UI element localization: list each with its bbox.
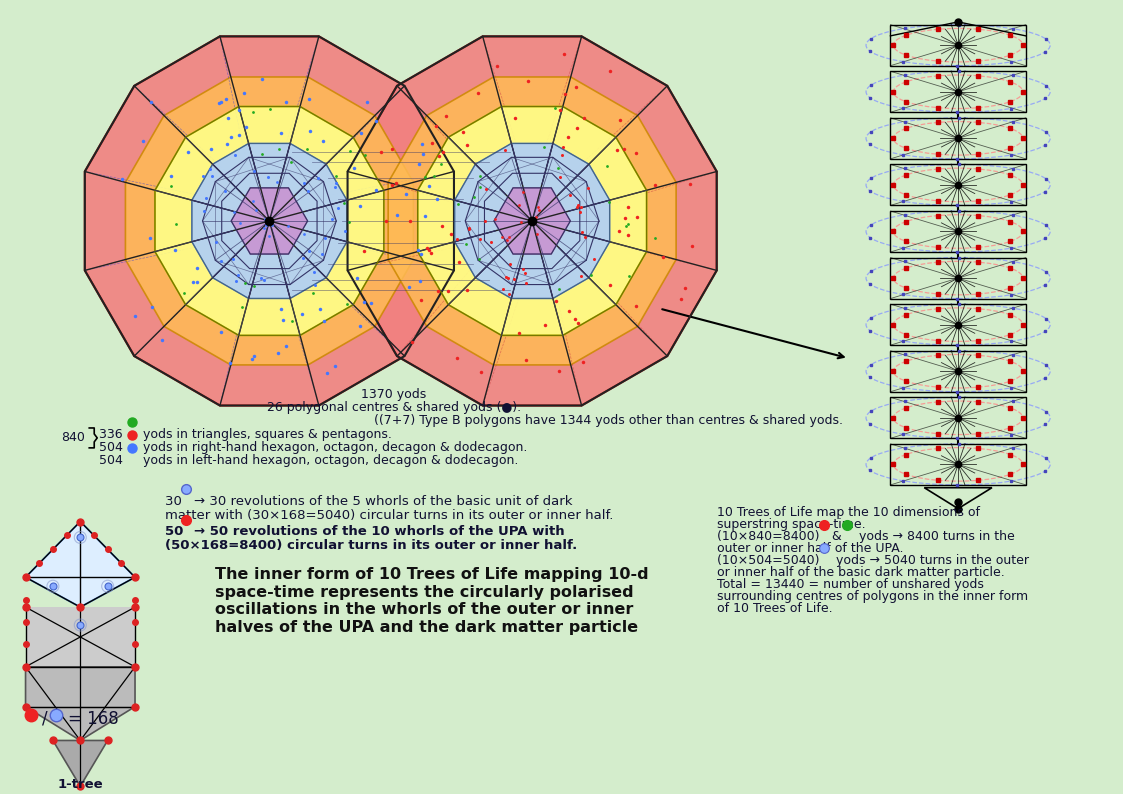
Text: yods → 8400 turns in the: yods → 8400 turns in the: [855, 530, 1014, 543]
Text: 504: 504: [99, 441, 127, 454]
Polygon shape: [155, 106, 384, 335]
Text: ((7+7) Type B polygons have 1344 yods other than centres & shared yods.: ((7+7) Type B polygons have 1344 yods ot…: [374, 414, 843, 427]
Text: = 168: = 168: [69, 710, 119, 727]
Text: superstring space-time.: superstring space-time.: [718, 518, 866, 530]
Polygon shape: [53, 741, 108, 786]
Text: 26 polygonal centres & shared yods (●).: 26 polygonal centres & shared yods (●).: [267, 401, 521, 414]
Text: 50: 50: [165, 526, 188, 538]
Polygon shape: [347, 37, 716, 406]
Text: 840: 840: [62, 431, 85, 445]
Text: The inner form of 10 Trees of Life mapping 10-d
space-time represents the circul: The inner form of 10 Trees of Life mappi…: [214, 567, 648, 634]
Polygon shape: [231, 188, 308, 254]
Text: yods in left-hand hexagon, octagon, decagon & dodecagon.: yods in left-hand hexagon, octagon, deca…: [139, 454, 519, 467]
Text: /: /: [43, 710, 48, 727]
Text: 10 Trees of Life map the 10 dimensions of: 10 Trees of Life map the 10 dimensions o…: [718, 506, 980, 518]
Polygon shape: [26, 522, 135, 607]
Text: yods → 5040 turns in the outer: yods → 5040 turns in the outer: [832, 554, 1029, 568]
Text: 30: 30: [165, 495, 186, 507]
Text: 1370 yods: 1370 yods: [362, 388, 427, 401]
Text: yods in triangles, squares & pentagons.: yods in triangles, squares & pentagons.: [139, 428, 392, 441]
Text: surrounding centres of polygons in the inner form: surrounding centres of polygons in the i…: [718, 590, 1029, 603]
Polygon shape: [418, 106, 647, 335]
Polygon shape: [494, 188, 570, 254]
Text: 336: 336: [99, 428, 127, 441]
Polygon shape: [455, 144, 610, 299]
Polygon shape: [126, 77, 413, 365]
Text: outer or inner half of the UPA.: outer or inner half of the UPA.: [718, 542, 904, 556]
Text: → 50 revolutions of the 10 whorls of the UPA with: → 50 revolutions of the 10 whorls of the…: [194, 526, 565, 538]
Text: or inner half of the basic dark matter particle.: or inner half of the basic dark matter p…: [718, 566, 1005, 580]
Text: (10×840=8400): (10×840=8400): [718, 530, 824, 543]
Text: matter with (30×168=5040) circular turns in its outer or inner half.: matter with (30×168=5040) circular turns…: [165, 509, 613, 522]
Polygon shape: [389, 77, 676, 365]
Text: &: &: [832, 530, 846, 543]
Polygon shape: [85, 37, 454, 406]
Text: → 30 revolutions of the 5 whorls of the basic unit of dark: → 30 revolutions of the 5 whorls of the …: [194, 495, 573, 507]
Text: (50×168=8400) circular turns in its outer or inner half.: (50×168=8400) circular turns in its oute…: [165, 539, 577, 553]
Polygon shape: [26, 607, 135, 667]
Text: yods in right-hand hexagon, octagon, decagon & dodecagon.: yods in right-hand hexagon, octagon, dec…: [139, 441, 528, 454]
Polygon shape: [26, 667, 135, 741]
Text: 1-tree: 1-tree: [57, 778, 103, 792]
Text: of 10 Trees of Life.: of 10 Trees of Life.: [718, 602, 833, 615]
Polygon shape: [192, 144, 347, 299]
Text: (10×504=5040): (10×504=5040): [718, 554, 824, 568]
Text: Total = 13440 = number of unshared yods: Total = 13440 = number of unshared yods: [718, 578, 984, 592]
Text: 504: 504: [99, 454, 127, 467]
